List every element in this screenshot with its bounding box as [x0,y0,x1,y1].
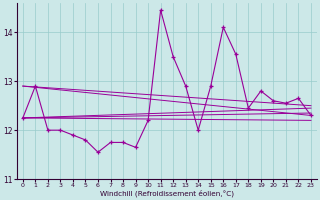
X-axis label: Windchill (Refroidissement éolien,°C): Windchill (Refroidissement éolien,°C) [100,190,234,197]
